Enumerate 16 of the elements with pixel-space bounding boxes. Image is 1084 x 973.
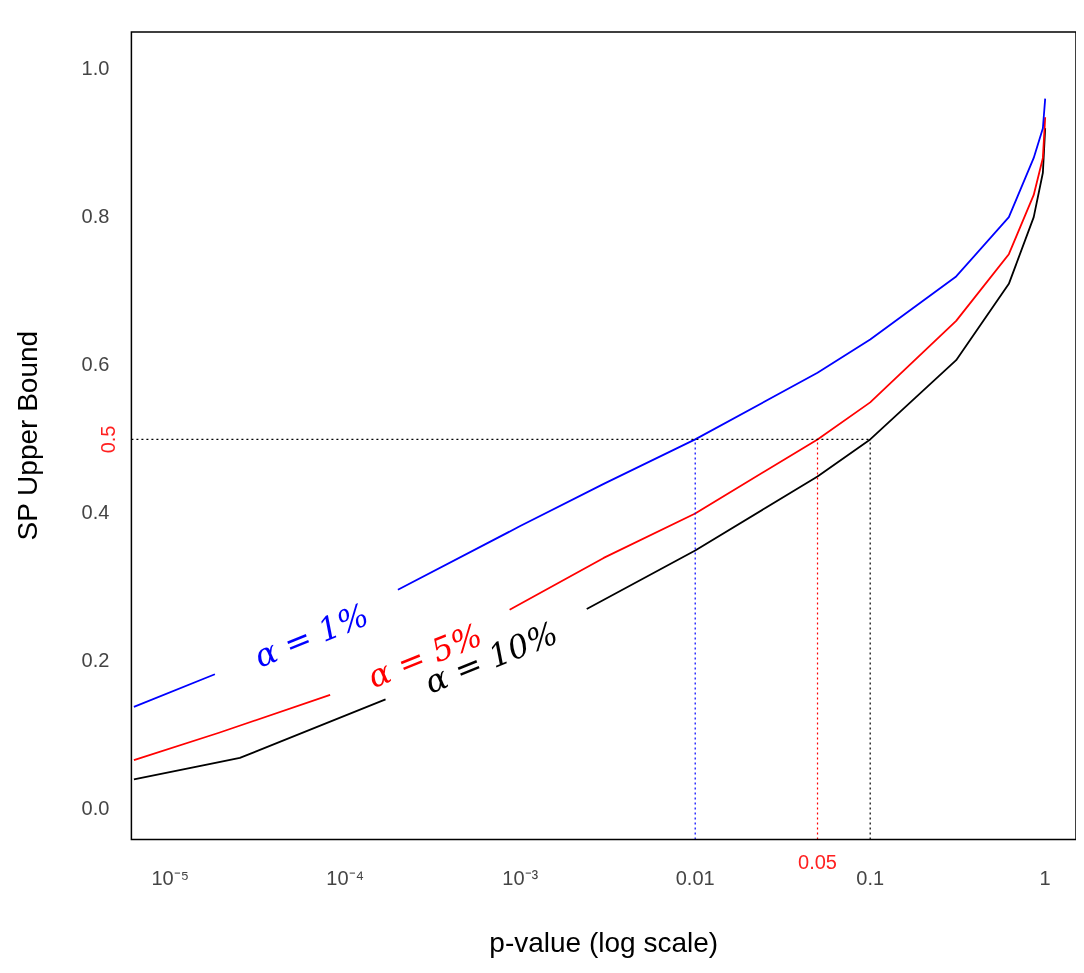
y-tick-label: 0.0 xyxy=(81,797,110,820)
y-tick-label: 0.2 xyxy=(81,649,110,672)
y-tick-label: 0.8 xyxy=(81,204,110,227)
ref-line-label: 0.05 xyxy=(798,850,837,873)
x-tick-label: 10⁻³ xyxy=(502,866,539,889)
x-tick-label: 1 xyxy=(1039,866,1051,889)
x-tick-label: 0.01 xyxy=(675,866,715,889)
y-tick-label: 1.0 xyxy=(81,56,110,79)
y-axis-title: SP Upper Bound xyxy=(11,330,43,541)
x-axis-title: p-value (log scale) xyxy=(489,926,719,958)
x-tick-label: 0.1 xyxy=(856,866,885,889)
ref-line-label: 0.5 xyxy=(96,425,119,454)
x-tick-label: 10⁻⁴ xyxy=(326,866,365,889)
y-tick-label: 0.4 xyxy=(81,500,110,523)
y-tick-label: 0.6 xyxy=(81,352,110,375)
x-tick-label: 10⁻⁵ xyxy=(151,866,189,889)
